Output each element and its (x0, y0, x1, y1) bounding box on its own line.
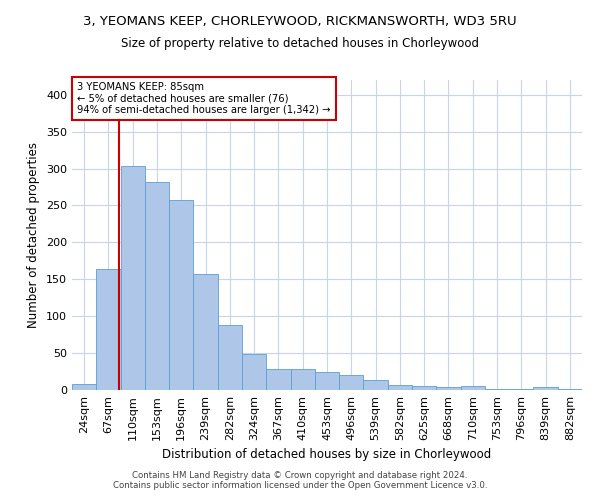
Bar (169, 200, 193, 390)
Bar (461, 386, 485, 390)
Bar (96, 269, 121, 390)
X-axis label: Distribution of detached houses by size in Chorleywood: Distribution of detached houses by size … (163, 448, 491, 462)
Bar (242, 354, 266, 390)
Bar (533, 387, 558, 390)
Text: 3, YEOMANS KEEP, CHORLEYWOOD, RICKMANSWORTH, WD3 5RU: 3, YEOMANS KEEP, CHORLEYWOOD, RICKMANSWO… (83, 15, 517, 28)
Text: Size of property relative to detached houses in Chorleywood: Size of property relative to detached ho… (121, 38, 479, 51)
Bar (388, 385, 412, 390)
Bar (485, 388, 509, 390)
Bar (436, 387, 461, 390)
Bar (266, 368, 290, 390)
Bar (315, 372, 339, 390)
Y-axis label: Number of detached properties: Number of detached properties (28, 142, 40, 328)
Bar (121, 166, 145, 390)
Bar (193, 274, 218, 390)
Bar (558, 388, 582, 390)
Bar (290, 368, 315, 390)
Bar (218, 325, 242, 390)
Bar (412, 386, 436, 390)
Text: 3 YEOMANS KEEP: 85sqm
← 5% of detached houses are smaller (76)
94% of semi-detac: 3 YEOMANS KEEP: 85sqm ← 5% of detached h… (77, 82, 331, 115)
Bar (509, 388, 533, 390)
Bar (339, 374, 364, 390)
Bar (364, 380, 388, 390)
Bar (145, 182, 169, 390)
Bar (72, 384, 96, 390)
Text: Contains HM Land Registry data © Crown copyright and database right 2024.
Contai: Contains HM Land Registry data © Crown c… (113, 470, 487, 490)
